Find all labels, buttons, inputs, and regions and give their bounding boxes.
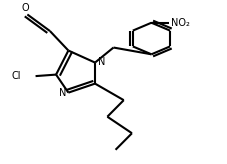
Text: N: N	[59, 88, 66, 98]
Text: NO₂: NO₂	[171, 18, 190, 28]
Text: Cl: Cl	[12, 71, 21, 81]
Text: O: O	[22, 3, 29, 13]
Text: N: N	[98, 57, 105, 67]
